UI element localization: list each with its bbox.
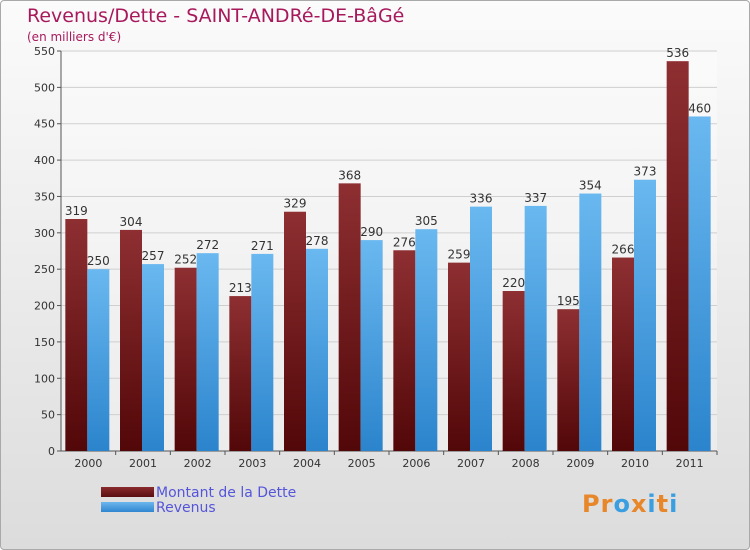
x-tick-label: 2009 (566, 457, 594, 470)
proxiti-logo: Proxiti (582, 490, 678, 518)
bar-dette (557, 309, 580, 451)
value-label-dette: 276 (393, 235, 416, 249)
chart-subtitle: (en milliers d'€) (27, 30, 122, 44)
value-label-dette: 329 (284, 197, 307, 211)
bar-revenus (470, 206, 492, 451)
value-label-dette: 304 (120, 215, 143, 229)
bar-revenus (634, 179, 656, 451)
legend-label-dette: Montant de la Dette (156, 485, 297, 501)
bar-dette (666, 61, 689, 451)
bar-dette (229, 296, 252, 451)
bar-dette (502, 291, 525, 451)
logo-letter: r (600, 490, 614, 518)
bar-dette (612, 257, 634, 451)
legend-swatch-revenus (101, 502, 154, 512)
bar-dette (120, 229, 142, 451)
value-label-revenus: 354 (579, 179, 602, 193)
bar-revenus (415, 229, 438, 451)
x-tick-label: 2004 (293, 457, 321, 470)
value-label-dette: 319 (65, 204, 88, 218)
y-tick-label: 50 (41, 409, 55, 422)
bar-revenus (306, 248, 328, 451)
value-label-revenus: 336 (470, 192, 493, 206)
y-tick-label: 450 (34, 118, 55, 131)
value-label-dette: 213 (229, 281, 252, 295)
value-label-dette: 259 (448, 248, 471, 262)
x-tick-label: 2006 (402, 457, 430, 470)
x-tick-label: 2007 (457, 457, 485, 470)
value-label-revenus: 373 (634, 165, 657, 179)
x-tick-label: 2002 (184, 457, 212, 470)
bar-revenus (87, 269, 110, 451)
y-tick-label: 500 (34, 81, 55, 94)
y-tick-label: 250 (34, 263, 55, 276)
y-tick-label: 400 (34, 154, 55, 167)
bar-dette (174, 267, 197, 451)
y-tick-label: 350 (34, 190, 55, 203)
value-label-dette: 252 (174, 253, 197, 267)
chart-title: Revenus/Dette - SAINT-ANDRé-DE-BâGé (27, 5, 405, 27)
y-tick-label: 550 (34, 45, 55, 58)
legend-swatch-dette (101, 487, 154, 497)
y-tick-label: 150 (34, 336, 55, 349)
bar-dette (284, 211, 306, 451)
x-tick-label: 2001 (129, 457, 157, 470)
x-tick-label: 2003 (238, 457, 266, 470)
x-tick-label: 2008 (512, 457, 540, 470)
value-label-revenus: 250 (87, 254, 110, 268)
value-label-revenus: 290 (360, 225, 383, 239)
plot-area (61, 51, 717, 451)
logo-letter: o (613, 490, 631, 518)
x-tick-label: 2005 (348, 457, 376, 470)
value-label-revenus: 278 (306, 234, 329, 248)
logo-letter: i (669, 490, 679, 518)
y-tick-label: 0 (48, 445, 55, 458)
logo-letter: x (630, 490, 648, 518)
bar-dette (338, 183, 361, 451)
value-label-revenus: 337 (524, 191, 547, 205)
value-label-revenus: 271 (251, 239, 274, 253)
value-label-dette: 536 (666, 46, 689, 60)
bar-revenus (688, 116, 711, 452)
legend-label-revenus: Revenus (156, 500, 216, 516)
value-label-revenus: 460 (688, 101, 711, 115)
bar-revenus (360, 240, 383, 451)
bar-dette (393, 250, 416, 451)
y-tick-label: 200 (34, 300, 55, 313)
y-tick-label: 300 (34, 227, 55, 240)
y-tick-label: 100 (34, 372, 55, 385)
value-label-dette: 195 (557, 294, 580, 308)
bar-dette (65, 219, 88, 451)
value-label-dette: 368 (338, 168, 361, 182)
logo-letter: P (582, 490, 601, 518)
value-label-dette: 266 (612, 243, 635, 257)
logo-letter: t (656, 490, 670, 518)
bar-revenus (524, 205, 547, 451)
bar-revenus (251, 253, 274, 451)
x-tick-label: 2011 (676, 457, 704, 470)
bar-revenus (579, 193, 602, 451)
value-label-revenus: 305 (415, 214, 438, 228)
bar-revenus (142, 264, 164, 451)
x-tick-label: 2010 (621, 457, 649, 470)
value-label-revenus: 257 (142, 249, 165, 263)
bar-dette (448, 262, 470, 451)
logo-letter: i (647, 490, 657, 518)
x-tick-label: 2000 (74, 457, 102, 470)
value-label-dette: 220 (502, 276, 525, 290)
bar-revenus (196, 253, 219, 451)
value-label-revenus: 272 (196, 238, 219, 252)
